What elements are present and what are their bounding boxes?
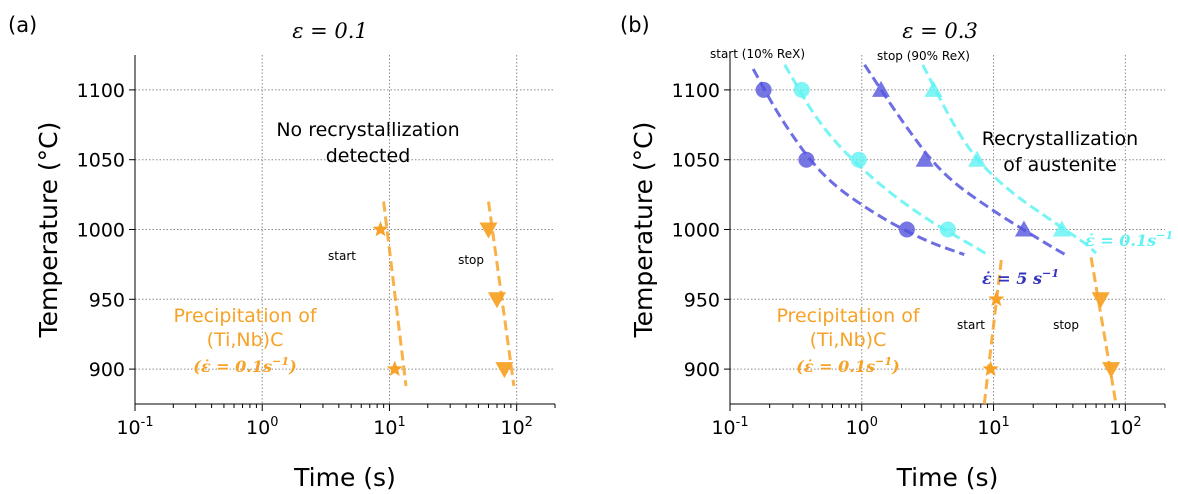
annotation-rex-1: Recrystallization	[982, 128, 1138, 150]
data-point	[495, 362, 514, 379]
annotation-stop: stop	[1053, 318, 1079, 332]
fit-curve	[982, 257, 1004, 405]
fit-curve	[783, 64, 989, 256]
data-point	[924, 80, 943, 97]
data-point	[1102, 362, 1121, 379]
annotation-rex-stop: stop (90% ReX)	[877, 49, 970, 63]
y-axis-label: Temperature (°C)	[34, 122, 63, 339]
data-point	[898, 221, 915, 238]
data-point	[982, 360, 999, 376]
data-point	[872, 80, 891, 97]
annotation-precip-2: (Ti,Nb)C	[207, 329, 284, 351]
y-tick-label: 1100	[77, 80, 125, 102]
y-tick-label: 1050	[672, 150, 720, 172]
annotation-start: start	[328, 249, 356, 263]
data-point	[915, 150, 934, 167]
panel-label: (b)	[620, 13, 650, 37]
x-axis-label: Time (s)	[896, 463, 999, 492]
fit-curve	[921, 64, 1098, 255]
data-point	[372, 221, 389, 237]
annotation-rex-2: of austenite	[1003, 154, 1117, 176]
data-point	[850, 151, 867, 168]
data-point	[988, 290, 1005, 307]
annotation-precip-1: Precipitation of	[173, 305, 317, 327]
data-point	[1014, 220, 1033, 237]
y-tick-label: 1050	[77, 150, 125, 172]
x-tick-label: 100	[846, 415, 878, 439]
panel-label: (a)	[8, 13, 37, 37]
annotation-no-rex-1: No recrystallization	[276, 119, 459, 141]
y-tick-label: 950	[89, 289, 125, 311]
x-tick-label: 100	[246, 415, 278, 439]
x-tick-label: 101	[373, 415, 405, 439]
x-tick-label: 102	[1109, 415, 1141, 439]
fit-curve	[863, 63, 1066, 256]
panel-a: 900 950 1000 1050 1100 10-1 100 101 102 Time (s) T…	[8, 13, 556, 492]
y-tick-label: 900	[89, 359, 125, 381]
x-tick-label: 102	[500, 415, 532, 439]
annotation-precip-rate: (ε̇ = 0.1s−1)	[193, 354, 296, 376]
panel-b: 900 950 1000 1050 1100 10-1 100 101 102 Time (s) T…	[620, 13, 1173, 492]
annotation-rate-cyan: ε̇ = 0.1s−1	[1085, 228, 1173, 250]
chart-title: ε = 0.3	[902, 19, 978, 43]
annotation-rex-start: start (10% ReX)	[710, 47, 805, 61]
data-point	[386, 360, 403, 376]
data-point	[1091, 292, 1110, 309]
data-point	[968, 150, 987, 167]
y-tick-label: 900	[684, 359, 720, 381]
y-tick-label: 950	[684, 289, 720, 311]
annotation-precip-rate: (ε̇ = 0.1s−1)	[796, 354, 899, 376]
annotation-precip-2: (Ti,Nb)C	[810, 329, 887, 351]
y-tick-label: 1000	[77, 220, 125, 242]
fit-curve	[1089, 257, 1118, 405]
data-point	[487, 292, 506, 309]
annotation-start: start	[957, 318, 985, 332]
data-point	[798, 151, 815, 168]
data-point	[479, 222, 498, 239]
x-axis-label: Time (s)	[293, 463, 396, 492]
chart-title: ε = 0.1	[292, 19, 368, 43]
data-point	[939, 221, 956, 238]
y-tick-label: 1100	[672, 80, 720, 102]
data-point	[755, 81, 772, 98]
data-point	[793, 81, 810, 98]
x-tick-label: 10-1	[711, 415, 748, 439]
annotation-stop: stop	[458, 253, 484, 267]
data-point	[1052, 220, 1071, 237]
annotation-precip-1: Precipitation of	[776, 305, 920, 327]
x-tick-label: 10-1	[116, 415, 153, 439]
annotation-rate-blue: ε̇ = 5 s−1	[982, 266, 1059, 288]
fit-curve	[382, 201, 408, 387]
fit-curve	[751, 68, 965, 257]
y-tick-label: 1000	[672, 220, 720, 242]
y-axis-label: Temperature (°C)	[629, 122, 658, 339]
x-tick-label: 101	[977, 415, 1009, 439]
annotation-no-rex-2: detected	[326, 145, 411, 167]
